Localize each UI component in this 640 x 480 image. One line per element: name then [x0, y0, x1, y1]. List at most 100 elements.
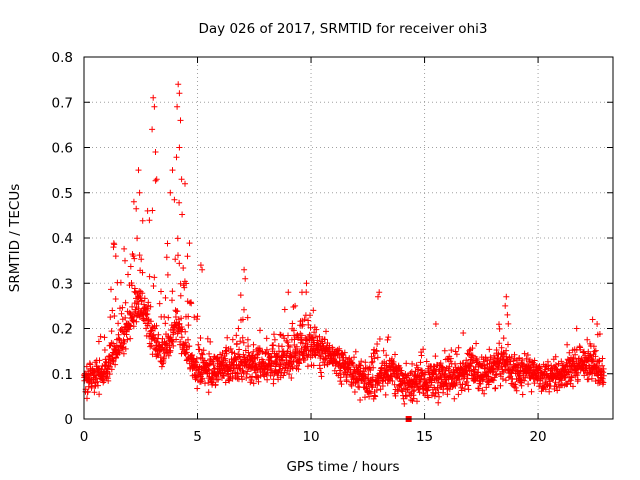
data-point	[600, 372, 607, 379]
data-point	[250, 348, 257, 355]
spike-point	[502, 302, 509, 309]
data-point	[411, 387, 418, 394]
spike-point	[504, 311, 511, 318]
data-point	[350, 362, 356, 369]
data-point	[287, 344, 293, 350]
data-point	[479, 387, 486, 394]
data-point	[505, 341, 511, 348]
data-point	[498, 344, 505, 351]
data-point	[173, 336, 180, 343]
data-point	[176, 199, 183, 206]
data-point	[185, 322, 192, 329]
data-point	[173, 154, 180, 161]
data-point	[588, 375, 595, 382]
data-point	[455, 344, 462, 351]
data-point	[83, 363, 90, 370]
data-point	[436, 393, 442, 400]
data-point	[210, 362, 217, 368]
data-point	[179, 211, 186, 218]
data-point	[118, 310, 125, 317]
data-point	[237, 338, 244, 345]
spike-point	[178, 176, 185, 183]
data-point	[369, 358, 376, 365]
data-point	[291, 336, 298, 343]
data-point	[147, 318, 154, 325]
data-point	[105, 377, 112, 384]
data-point	[176, 260, 183, 267]
spike-point	[151, 103, 158, 110]
data-point	[139, 217, 146, 224]
data-point	[181, 284, 188, 291]
data-point	[410, 395, 417, 402]
data-point	[313, 326, 320, 333]
y-tick-label: 0.3	[52, 276, 73, 292]
plot-frame	[83, 56, 614, 420]
data-point	[150, 334, 157, 341]
data-point	[240, 369, 247, 376]
data-point	[162, 320, 169, 327]
data-point	[416, 389, 423, 396]
data-point	[121, 245, 128, 252]
data-point	[250, 341, 257, 348]
spike-point	[144, 207, 151, 214]
data-point	[596, 331, 603, 337]
data-point	[161, 354, 167, 360]
data-point	[524, 352, 531, 358]
data-point	[365, 371, 372, 378]
x-tick-label: 0	[80, 429, 89, 445]
data-point	[89, 380, 95, 387]
data-point	[371, 355, 378, 362]
data-point	[109, 307, 116, 314]
data-point	[567, 377, 574, 384]
data-point	[169, 288, 176, 295]
data-point	[128, 282, 135, 289]
data-point	[108, 328, 115, 335]
data-point	[199, 375, 206, 382]
data-point	[382, 391, 389, 398]
data-point	[486, 346, 493, 353]
data-point	[441, 372, 448, 379]
data-point	[243, 375, 250, 381]
data-point	[521, 350, 528, 357]
data-point	[264, 376, 271, 383]
data-point	[245, 343, 252, 350]
data-point	[448, 347, 455, 354]
data-point	[84, 388, 91, 395]
data-point	[125, 271, 131, 278]
data-point	[554, 387, 561, 394]
data-point	[222, 348, 229, 355]
data-point	[492, 385, 499, 391]
data-points	[81, 81, 607, 422]
data-point	[276, 362, 283, 368]
data-point	[222, 357, 229, 364]
data-point	[185, 336, 191, 343]
data-point	[263, 346, 270, 353]
data-point	[423, 358, 430, 365]
x-tick-label: 5	[193, 429, 202, 445]
data-point	[519, 357, 526, 364]
data-point	[599, 355, 606, 362]
data-point	[147, 343, 154, 350]
data-point	[250, 380, 257, 387]
data-point	[373, 387, 380, 394]
data-point	[357, 397, 364, 403]
data-point	[251, 355, 258, 362]
data-point	[279, 343, 285, 350]
data-point	[390, 361, 397, 368]
data-point	[130, 323, 137, 330]
data-point	[318, 373, 325, 380]
data-point	[127, 263, 134, 270]
data-point	[574, 376, 581, 383]
data-point	[153, 322, 160, 329]
data-point	[200, 347, 207, 354]
data-point	[499, 376, 506, 382]
data-point	[512, 384, 519, 391]
data-point	[239, 376, 246, 383]
data-point	[134, 235, 141, 242]
data-point	[163, 254, 170, 261]
data-point	[446, 372, 453, 379]
data-point	[205, 366, 212, 373]
data-point	[240, 339, 247, 346]
spike-point	[152, 149, 159, 155]
data-point	[263, 335, 270, 342]
